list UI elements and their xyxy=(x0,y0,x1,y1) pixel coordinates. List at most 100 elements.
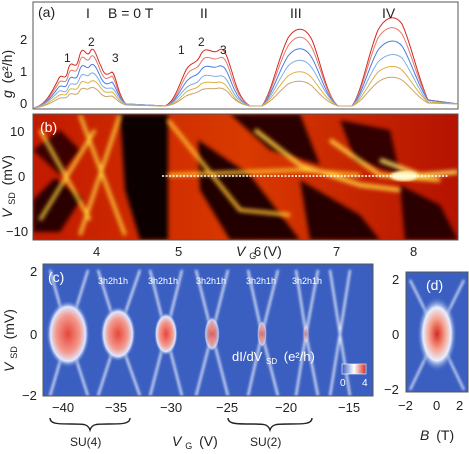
x-tick: 5 xyxy=(175,244,182,259)
colorbar-tick: 0 xyxy=(340,378,346,389)
harmonic-label: 3h2h1h xyxy=(246,276,276,286)
x-axis-label-main: V xyxy=(172,433,183,449)
dark-diamond xyxy=(400,185,458,240)
harmonic-label: 3h2h1h xyxy=(98,276,128,286)
panel-a: (a) I B = 0 T II III IV 1 2 3 1 2 3 0 1 … xyxy=(0,1,459,111)
y-axis-label-unit: (mV) xyxy=(1,309,17,339)
region-label-III: III xyxy=(290,5,302,21)
colorbar-label-sub: SD xyxy=(266,357,277,366)
panel-d-frame xyxy=(405,271,469,393)
peak-label: 2 xyxy=(198,35,205,49)
y-tick: −2 xyxy=(384,382,399,397)
brace-label-su2: SU(2) xyxy=(250,435,281,449)
x-tick: 2 xyxy=(456,398,463,413)
x-tick: 0 xyxy=(433,398,440,413)
y-tick: 1 xyxy=(20,64,27,79)
x-axis-label: V G (V) xyxy=(172,433,218,452)
y-axis-label-sub: SD xyxy=(9,346,19,359)
x-tick: 7 xyxy=(333,244,340,259)
x-axis-label-unit: (T) xyxy=(436,427,454,443)
conductance-curve xyxy=(32,76,459,109)
panel-b-letter: (b) xyxy=(40,119,57,135)
panel-c-letter: (c) xyxy=(48,269,64,285)
y-tick: 2 xyxy=(392,272,399,287)
x-axis-label-sub: G xyxy=(249,251,256,261)
peak-label: 2 xyxy=(88,35,95,49)
y-axis-label-unit: (e²/h) xyxy=(0,50,15,83)
bright-ridge xyxy=(38,114,127,236)
brace-label-su4: SU(4) xyxy=(70,435,101,449)
harmonic-label: 3h2h1h xyxy=(148,276,178,286)
x-tick: −35 xyxy=(105,400,127,415)
x-axis-label: V G (V) xyxy=(236,243,282,262)
x-tick: −30 xyxy=(160,400,182,415)
dark-diamond xyxy=(300,180,380,240)
panel-c-frame xyxy=(42,263,374,397)
peak-label: 3 xyxy=(220,43,227,57)
x-tick: −2 xyxy=(398,398,413,413)
x-axis-label: B (T) xyxy=(420,427,454,443)
y-axis-label: V SD (mV) xyxy=(1,309,20,372)
conductance-curves xyxy=(32,17,459,109)
colorbar-label: dI/dV SD (e²/h) xyxy=(232,349,315,367)
colorbar-label-unit: (e²/h) xyxy=(284,349,315,364)
panel-b: (b) 10 0 −10 V SD (mV) 4 5 6 7 8 V G (V) xyxy=(0,113,459,262)
y-axis-label-main: V xyxy=(0,207,15,218)
y-tick: 2 xyxy=(20,32,27,47)
kondo-resonance xyxy=(154,312,178,356)
x-tick: −40 xyxy=(52,400,74,415)
dark-diamond xyxy=(33,130,80,175)
y-axis-label: V SD (mV) xyxy=(0,155,18,218)
y-axis-label-main: V xyxy=(1,361,17,372)
y-axis-label-main: g xyxy=(0,90,15,98)
x-axis-label-unit: (V) xyxy=(199,433,218,449)
kondo-resonance xyxy=(303,324,309,344)
kondo-resonance xyxy=(46,300,90,368)
harmonic-label: 3h2h1h xyxy=(292,276,322,286)
y-tick: 0 xyxy=(18,169,25,184)
diamond-edge xyxy=(329,269,351,396)
dark-diamond xyxy=(230,114,320,165)
harmonic-label: 3h2h1h xyxy=(196,276,226,286)
panel-a-letter: (a) xyxy=(38,4,55,20)
kondo-resonance xyxy=(204,316,220,352)
x-tick: −25 xyxy=(216,400,238,415)
x-tick: −15 xyxy=(338,400,360,415)
x-axis-label-main: V xyxy=(236,243,247,259)
colorbar xyxy=(341,363,367,375)
x-tick: −20 xyxy=(275,400,297,415)
x-tick: 4 xyxy=(93,244,100,259)
y-axis-label-unit: (mV) xyxy=(0,155,15,185)
colorbar-label-main: dI/dV xyxy=(232,349,263,364)
dark-diamond xyxy=(33,178,82,232)
y-tick: 2 xyxy=(30,264,37,279)
dark-diamond xyxy=(120,114,168,240)
y-tick: −10 xyxy=(6,224,28,239)
region-label-IV: IV xyxy=(382,5,396,21)
bright-ridge xyxy=(379,158,458,178)
x-axis-label-unit: (V) xyxy=(263,243,282,259)
bright-ridge xyxy=(166,118,361,217)
x-tick: 6 xyxy=(254,244,261,259)
panel-b-frame xyxy=(32,113,459,241)
y-tick: 0 xyxy=(20,96,27,111)
region-label-II: II xyxy=(200,5,208,21)
kondo-resonance xyxy=(100,306,136,362)
y-tick: 0 xyxy=(392,327,399,342)
x-tick: 8 xyxy=(410,244,417,259)
bright-ridge xyxy=(253,128,441,192)
x-axis-label-sub: G xyxy=(185,441,192,451)
panel-d-letter: (d) xyxy=(426,277,443,293)
peak-label: 3 xyxy=(112,51,119,65)
kondo-resonance xyxy=(417,296,457,372)
peak-label: 1 xyxy=(64,51,71,65)
y-tick: 0 xyxy=(30,327,37,342)
brace-su2 xyxy=(227,417,313,433)
field-label: B = 0 T xyxy=(108,5,154,21)
colorbar-tick: 4 xyxy=(362,378,368,389)
brace-su4 xyxy=(49,417,131,433)
x-axis-label-main: B xyxy=(420,427,429,443)
peak-label: 1 xyxy=(178,43,185,57)
y-tick: −2 xyxy=(22,388,37,403)
